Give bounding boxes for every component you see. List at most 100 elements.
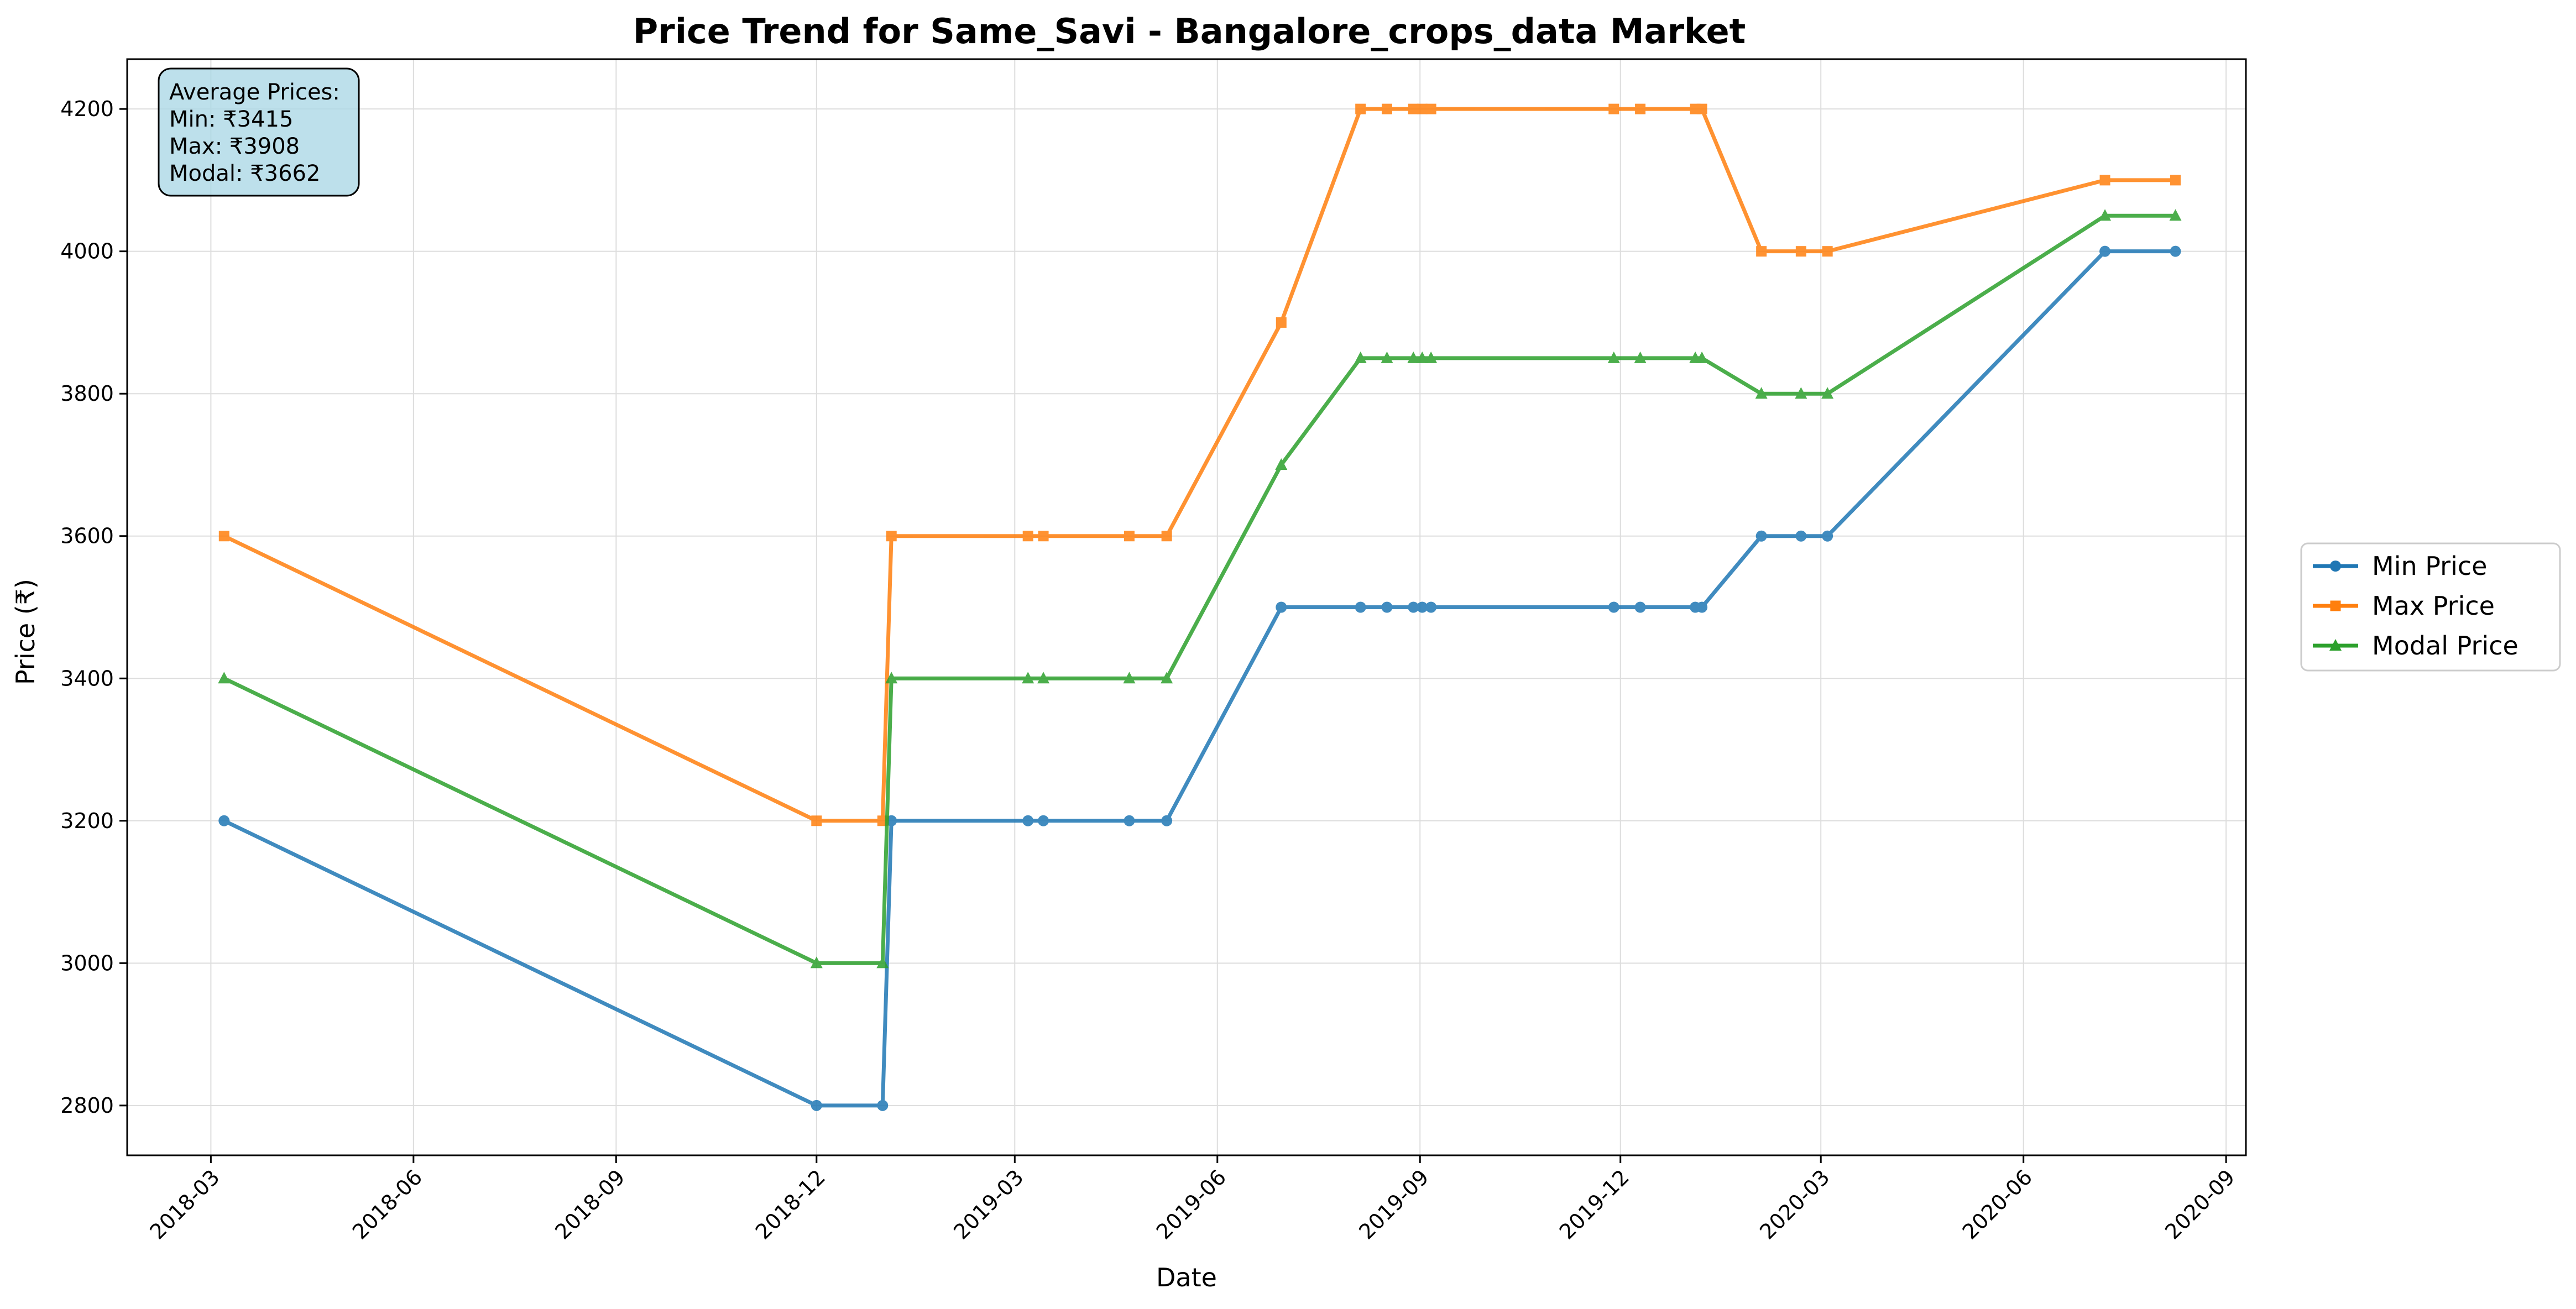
modal-price-point [1755,387,1768,399]
modal-price-point [1037,672,1050,684]
min-price-point [218,815,230,826]
y-tick-label: 3800 [60,381,114,406]
modal-price-point [1634,351,1647,363]
max-price-point [1408,103,1419,114]
average-prices-box: Average Prices: Min: ₹3415 Max: ₹3908 Mo… [158,67,360,197]
modal-price-point [1161,672,1173,684]
y-axis-label: Price (₹) [11,579,40,685]
modal-price-point [1821,387,1834,399]
modal-price-point [1696,351,1708,363]
max-price-point [886,531,897,542]
modal-price-point [1123,672,1136,684]
y-tick-label: 3000 [60,951,114,975]
min-price-point [1608,601,1619,613]
min-price-point [1022,815,1034,826]
modal-price-point [1275,458,1288,470]
min-price-point [1795,530,1807,542]
y-tick-label: 3600 [60,524,114,548]
modal-price-point [1795,387,1807,399]
series-layer [218,103,2182,1111]
modal-price-point [1607,351,1620,363]
modal-price-point [876,956,889,968]
max-price-point [1696,103,1707,114]
average-max-price: Max: ₹3908 [169,134,300,159]
max-price-point [2099,175,2110,186]
min-price-point [2099,245,2111,257]
legend-label-max-price: Max Price [2372,591,2495,621]
min-price-point [1696,601,1708,613]
series-min-price [218,245,2181,1111]
min-price-point [1634,601,1646,613]
modal-price-point [2099,209,2112,221]
min-price-point [1161,815,1173,826]
max-price-point [1038,531,1049,542]
min-price-point [1124,815,1135,826]
chart-title: Price Trend for Same_Savi - Bangalore_cr… [633,11,1746,51]
y-tick-label: 4000 [60,239,114,264]
legend: Min Price Max Price Modal Price [2300,542,2561,672]
max-price-point [1822,246,1833,257]
max-price-point [1355,103,1366,114]
x-axis-label: Date [1156,1263,1217,1292]
max-price-point [2170,175,2181,186]
grid [127,59,2246,1155]
average-min-price: Min: ₹3415 [169,107,293,132]
modal-price-point [810,956,823,968]
series-max-price [218,103,2181,826]
legend-item-max-price: Max Price [2313,591,2495,621]
min-price-point [1355,601,1366,613]
modal-price-point [885,672,898,684]
max-price-point [1417,103,1428,114]
y-tick-label: 4200 [60,97,114,121]
max-price-point [1425,103,1436,114]
max-price-point [1276,317,1287,328]
min-price-point [1417,601,1428,613]
legend-marker-min-price [2330,561,2341,572]
average-prices-box-background [158,67,360,197]
y-tick-label: 3200 [60,809,114,833]
average-prices-heading: Average Prices: [169,80,340,105]
min-price-point [1276,601,1287,613]
series-modal-price [218,209,2182,968]
legend-marker-max-price [2330,600,2341,611]
modal-price-point [2169,209,2182,221]
y-tick-label: 2800 [60,1093,114,1118]
min-price-point [1408,601,1419,613]
min-price-point [1381,601,1393,613]
max-price-point [1795,246,1806,257]
min-price-point [1425,601,1437,613]
modal-price-point [1022,672,1034,684]
legend-marker-modal-price [2329,639,2342,651]
plot-frame [126,58,2247,1156]
modal-price-point [1381,351,1393,363]
max-price-point [1756,246,1767,257]
min-price-point [2170,245,2181,257]
modal-price-point [1425,351,1438,363]
max-price-point [218,531,229,542]
legend-label-min-price: Min Price [2372,551,2487,581]
max-price-point [1381,103,1392,114]
legend-label-modal-price: Modal Price [2372,631,2518,661]
y-axis-ticks: 2800 3000 3200 3400 3600 3800 4000 4200 [60,97,127,1118]
modal-price-point [1354,351,1367,363]
average-modal-price: Modal: ₹3662 [169,161,320,186]
legend-item-modal-price: Modal Price [2313,631,2518,661]
min-price-point [877,1099,889,1111]
max-price-point [1022,531,1033,542]
min-price-point [1755,530,1767,542]
max-price-point [811,815,822,826]
min-price-point [1038,815,1049,826]
modal-price-point [1416,351,1429,363]
min-price-point [811,1099,822,1111]
legend-frame [2300,542,2561,672]
legend-item-min-price: Min Price [2313,551,2487,581]
y-tick-label: 3400 [60,666,114,690]
modal-price-point [1407,351,1420,363]
max-price-point [1608,103,1619,114]
min-price-point [1822,530,1833,542]
max-price-point [1161,531,1172,542]
max-price-point [1124,531,1135,542]
max-price-point [1635,103,1646,114]
